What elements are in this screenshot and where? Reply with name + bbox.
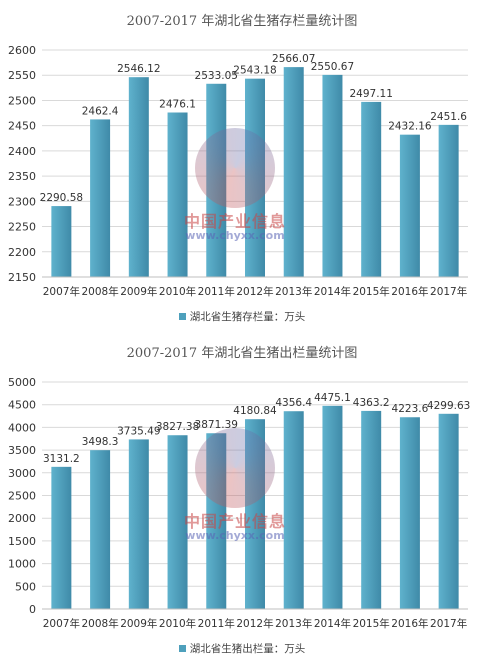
y-tick-label: 1500 — [8, 535, 36, 548]
y-tick-label: 500 — [15, 580, 36, 593]
bar — [245, 78, 265, 277]
x-tick-label: 2009年 — [120, 285, 157, 298]
legend-swatch-icon — [178, 645, 186, 652]
y-tick-label: 4500 — [8, 399, 36, 412]
y-tick-label: 4000 — [8, 421, 36, 434]
data-label: 4363.2 — [353, 397, 390, 409]
bar — [283, 411, 304, 609]
data-label: 2462.4 — [82, 105, 119, 117]
data-label: 4356.4 — [275, 397, 312, 409]
x-tick-label: 2008年 — [81, 285, 118, 298]
x-tick-label: 2010年 — [159, 285, 196, 298]
bar — [438, 124, 459, 277]
slaughter-chart-panel: 2007-2017 年湖北省生猪出栏量统计图 0 500 1000 1500 2000 2… — [0, 332, 484, 664]
bar — [245, 419, 265, 609]
bar — [438, 413, 459, 609]
data-label: 3498.3 — [82, 436, 119, 448]
bar — [128, 77, 149, 277]
x-tick-label: 2008年 — [81, 617, 118, 630]
y-tick-label: 2400 — [8, 145, 36, 158]
data-label: 3735.49 — [117, 425, 160, 437]
bar — [51, 466, 72, 609]
y-tick-label: 2250 — [8, 221, 36, 234]
data-label: 4475.1 — [314, 392, 351, 404]
x-tick-label: 2015年 — [353, 285, 390, 298]
x-tick-label: 2011年 — [198, 285, 235, 298]
y-tick-label: 5000 — [8, 376, 36, 389]
chart-legend: 湖北省生猪存栏量：万头 — [0, 309, 484, 324]
bar — [167, 112, 188, 277]
x-tick-label: 2013年 — [275, 617, 312, 630]
data-label: 2533.05 — [195, 70, 238, 82]
x-tick-label: 2011年 — [198, 617, 235, 630]
y-tick-label: 2450 — [8, 120, 36, 133]
data-label: 2432.16 — [388, 121, 432, 133]
x-tick-label: 2015年 — [353, 617, 390, 630]
data-label: 2290.58 — [40, 192, 83, 204]
x-tick-label: 2014年 — [314, 617, 351, 630]
data-label: 3827.38 — [156, 421, 199, 433]
x-tick-label: 2017年 — [430, 285, 467, 298]
x-tick-label: 2016年 — [391, 617, 428, 630]
y-tick-label: 3500 — [8, 444, 36, 457]
bar — [128, 439, 149, 609]
y-tick-label: 1000 — [8, 558, 36, 571]
legend-label: 湖北省生猪出栏量：万头 — [189, 643, 306, 655]
slaughter-bar-chart: 0 500 1000 1500 2000 2500 3000 3500 4000 4500 5000… — [8, 376, 470, 630]
x-tick-label: 2010年 — [159, 617, 196, 630]
chart-title: 2007-2017 年湖北省生猪出栏量统计图 — [126, 346, 358, 361]
bar — [322, 74, 343, 277]
y-tick-label: 2500 — [8, 94, 36, 107]
bar — [399, 417, 420, 609]
data-label: 2546.12 — [117, 63, 160, 75]
x-tick-label: 2007年 — [43, 617, 80, 630]
data-label: 3131.2 — [43, 453, 80, 465]
data-label: 4180.84 — [233, 405, 277, 417]
y-tick-label: 2500 — [8, 490, 36, 503]
bar — [361, 101, 382, 278]
x-tick-label: 2007年 — [43, 285, 80, 298]
chart-title: 2007-2017 年湖北省生猪存栏量统计图 — [126, 14, 358, 29]
data-label: 2550.67 — [311, 61, 354, 73]
bar — [399, 134, 420, 277]
bar — [322, 405, 343, 609]
x-tick-label: 2012年 — [236, 285, 273, 298]
data-label: 2497.11 — [349, 88, 392, 100]
y-tick-label: 2000 — [8, 512, 36, 525]
data-label: 4223.6 — [392, 403, 429, 415]
data-label: 2566.07 — [272, 53, 315, 65]
bar — [167, 435, 188, 609]
bar — [283, 67, 304, 277]
data-label: 2543.18 — [233, 65, 276, 77]
bar — [90, 450, 111, 609]
data-label: 2476.1 — [159, 99, 196, 111]
x-tick-label: 2013年 — [275, 285, 312, 298]
bar — [206, 433, 227, 609]
data-label: 3871.39 — [195, 419, 238, 431]
data-label: 4299.63 — [427, 400, 470, 412]
bar — [206, 83, 227, 277]
bar — [51, 206, 72, 277]
x-tick-label: 2014年 — [314, 285, 351, 298]
x-tick-label: 2016年 — [391, 285, 428, 298]
y-tick-label: 2350 — [8, 170, 36, 183]
x-tick-label: 2017年 — [430, 617, 467, 630]
y-tick-label: 3000 — [8, 467, 36, 480]
chart-legend: 湖北省生猪出栏量：万头 — [0, 641, 484, 656]
x-tick-label: 2009年 — [120, 617, 157, 630]
legend-swatch-icon — [178, 313, 186, 320]
y-tick-label: 0 — [29, 603, 36, 616]
y-tick-label: 2300 — [8, 195, 36, 208]
y-tick-label: 2600 — [8, 44, 36, 57]
legend-label: 湖北省生猪存栏量：万头 — [189, 311, 306, 323]
bar — [90, 119, 111, 277]
y-tick-label: 2550 — [8, 69, 36, 82]
stock-bar-chart: 2150 2200 2250 2300 2350 2400 2450 2500 2550 2600… — [8, 44, 468, 298]
stock-chart-panel: 2007-2017 年湖北省生猪存栏量统计图 2150 2200 2250 2300 2… — [0, 14, 484, 324]
x-tick-label: 2012年 — [236, 617, 273, 630]
y-tick-label: 2200 — [8, 246, 36, 259]
bar — [361, 410, 382, 609]
data-label: 2451.6 — [430, 111, 467, 123]
y-tick-label: 2150 — [8, 271, 36, 284]
